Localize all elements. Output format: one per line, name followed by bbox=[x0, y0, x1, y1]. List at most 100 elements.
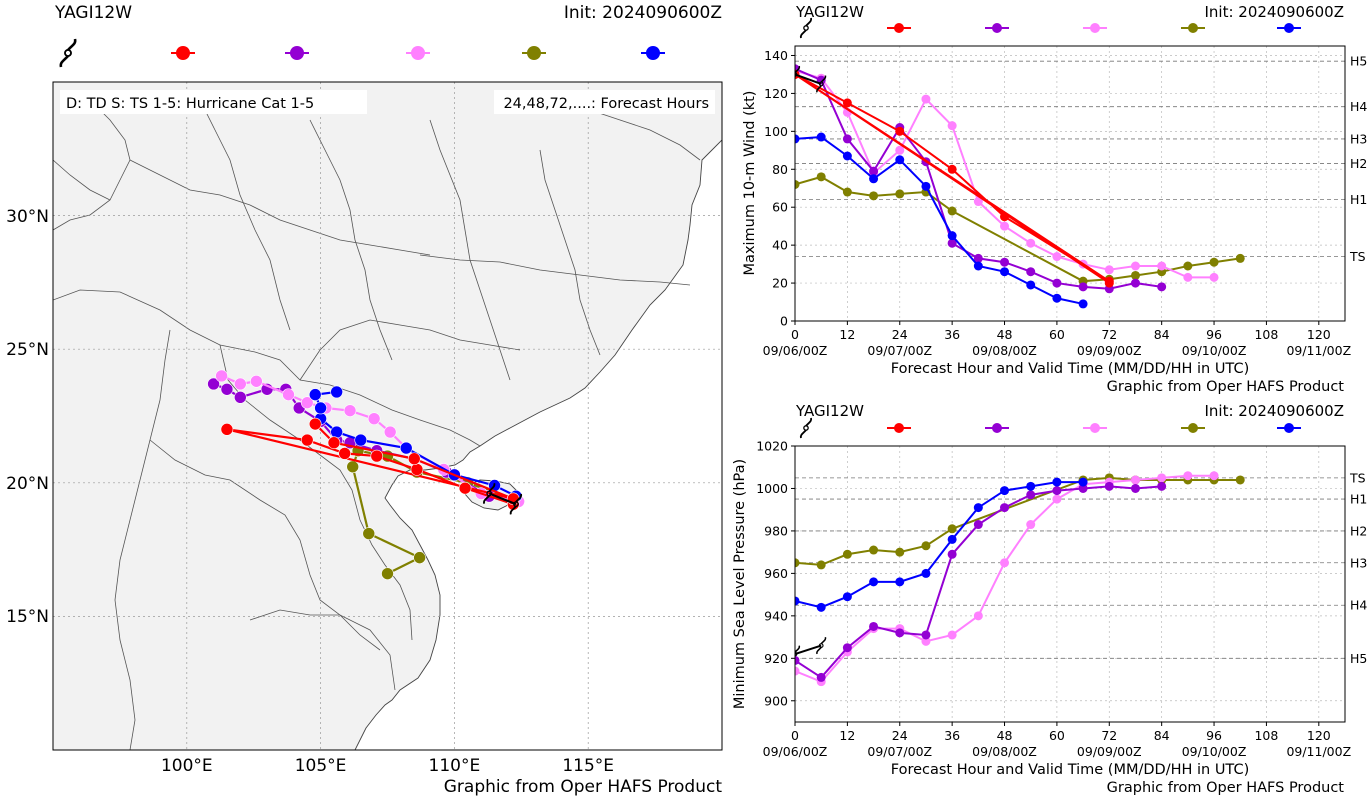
pressure-ytick-label: 1000 bbox=[756, 481, 788, 496]
pressure-ytick-label: 900 bbox=[764, 693, 788, 708]
pressure-data-point-hfsa bbox=[795, 655, 800, 665]
wind-data-point-avno bbox=[1000, 267, 1010, 277]
pressure-threshold-label-ts: TS bbox=[1349, 470, 1366, 485]
pressure-threshold-label-h2: H2 bbox=[1350, 523, 1367, 538]
wind-legend-best-icon-arm-bottom bbox=[799, 29, 807, 39]
wind-data-point-twrf bbox=[1130, 270, 1140, 280]
pressure-xtick-label: 120 bbox=[1307, 728, 1331, 743]
wind-series-line-avno bbox=[795, 136, 1084, 305]
map-category-key: D: TD S: TS 1-5: Hurricane Cat 1-5 bbox=[66, 96, 314, 112]
wind-legend-swatch-marker-jtwc bbox=[894, 23, 904, 33]
pressure-legend-best-icon bbox=[799, 417, 813, 439]
wind-best-symbol-0-arm-top bbox=[795, 65, 801, 74]
pressure-legend-swatch-marker-hfsa bbox=[992, 423, 1002, 433]
pressure-footer: Graphic from Oper HAFS Product bbox=[1107, 780, 1345, 796]
pressure-thresholds: TS H1 H2 H3 H4 H5 bbox=[795, 470, 1367, 666]
wind-data-point-hwrf bbox=[1104, 265, 1114, 275]
lat-label-20: 20°N bbox=[6, 474, 49, 494]
wind-ytick-label: 120 bbox=[764, 86, 788, 101]
wind-series-avno bbox=[795, 132, 1088, 309]
wind-data-point-hwrf bbox=[1026, 238, 1036, 248]
pressure-legend-swatch-marker-avno bbox=[1284, 423, 1294, 433]
pressure-data-point-twrf bbox=[795, 558, 800, 568]
wind-date-label: 09/10/00Z bbox=[1182, 343, 1247, 358]
wind-ytick-label: 100 bbox=[764, 124, 788, 139]
wind-xtick-label: 0 bbox=[791, 327, 799, 342]
border-province-7 bbox=[299, 319, 521, 381]
pressure-data-point-hwrf bbox=[1209, 471, 1219, 481]
pressure-data-point-hwrf bbox=[1130, 475, 1140, 485]
map-best-symbol-1-arm-top bbox=[488, 483, 496, 492]
pressure-ytick-label: 1020 bbox=[756, 439, 788, 454]
pressure-data-point-hfsa bbox=[842, 643, 852, 653]
pressure-data-point-avno bbox=[1078, 477, 1088, 487]
map-track-point-twrf bbox=[413, 551, 426, 564]
pressure-data-point-hfsa bbox=[1157, 481, 1167, 491]
pressure-ytick-label: 980 bbox=[764, 523, 788, 538]
pressure-init-title: Init: 2024090600Z bbox=[1204, 402, 1344, 420]
map-tracks bbox=[207, 369, 525, 580]
map-legend-swatch-marker-jtwc bbox=[176, 46, 190, 60]
map-track-point-jtwc bbox=[410, 463, 424, 476]
wind-series-best bbox=[795, 65, 827, 93]
pressure-series-hwrf bbox=[795, 471, 1219, 687]
pressure-ytick-label: 960 bbox=[764, 566, 788, 581]
map-track-point-jtwc bbox=[300, 433, 314, 447]
wind-xtick-label: 72 bbox=[1101, 327, 1117, 342]
map-frame bbox=[52, 81, 723, 751]
map-best-symbol-0-arm-top bbox=[515, 493, 523, 503]
wind-data-point-twrf bbox=[1235, 253, 1245, 263]
pressure-ytick-label: 920 bbox=[764, 651, 788, 666]
pressure-data-point-avno bbox=[973, 503, 983, 513]
wind-xtick-label: 36 bbox=[944, 327, 960, 342]
map-track-point-twrf bbox=[381, 567, 394, 580]
pressure-threshold-label-h4: H4 bbox=[1350, 598, 1367, 613]
wind-data-point-hfsa bbox=[869, 166, 879, 176]
map-track-point-hfsa bbox=[207, 377, 220, 391]
wind-data-point-hfsa bbox=[1130, 278, 1140, 288]
wind-axes: 0 12 24 36 48 60 72 84 96 108 120 0 20 40 60 80 100 120 14… bbox=[763, 48, 1352, 358]
map-track-point-avno bbox=[330, 385, 343, 399]
map-tick-labels: 100°E 105°E 110°E 115°E 15°N 20°N 25°N 3… bbox=[6, 207, 614, 776]
pressure-data-point-hwrf bbox=[947, 630, 957, 640]
wind-data-point-hfsa bbox=[973, 253, 983, 263]
border-north bbox=[53, 289, 481, 447]
wind-ytick-label: 20 bbox=[772, 276, 788, 291]
wind-data-point-jtwc bbox=[947, 164, 957, 174]
wind-best-symbol-1-core bbox=[818, 81, 824, 87]
wind-best-symbol-1 bbox=[816, 75, 827, 93]
wind-data-point-avno bbox=[1052, 293, 1062, 303]
wind-data-point-hwrf bbox=[1157, 261, 1167, 271]
pressure-data-point-twrf bbox=[947, 524, 957, 534]
pressure-data-point-avno bbox=[1000, 486, 1010, 496]
wind-data-point-twrf bbox=[1209, 257, 1219, 267]
map-track-point-jtwc bbox=[308, 417, 322, 431]
wind-data-point-avno bbox=[1078, 299, 1088, 309]
wind-data-point-hwrf bbox=[947, 121, 957, 131]
pressure-data-point-avno bbox=[921, 568, 931, 578]
pressure-axes: 0 12 24 36 48 60 72 84 96 108 120 900 920 940 960 980 10… bbox=[756, 439, 1351, 760]
map-track-point-twrf bbox=[362, 527, 376, 540]
wind-ytick-label: 80 bbox=[772, 162, 788, 177]
wind-footer: Graphic from Oper HAFS Product bbox=[1107, 379, 1345, 395]
pressure-data-point-hwrf bbox=[1157, 473, 1167, 483]
wind-xtick-label: 108 bbox=[1254, 327, 1278, 342]
map-track-point-hwrf bbox=[234, 377, 247, 391]
map-track-point-twrf bbox=[346, 460, 360, 474]
pressure-data-point-avno bbox=[816, 602, 826, 612]
border-province-4 bbox=[429, 119, 511, 381]
wind-data-point-hfsa bbox=[1052, 278, 1062, 288]
pressure-data-point-hfsa bbox=[895, 628, 905, 638]
pressure-xtick-label: 96 bbox=[1206, 728, 1222, 743]
map-best-symbol-1-core bbox=[486, 490, 493, 497]
pressure-data-point-hfsa bbox=[1130, 483, 1140, 493]
wind-threshold-label-h3: H3 bbox=[1350, 131, 1367, 146]
border-province-9 bbox=[53, 159, 111, 201]
wind-data-point-hwrf bbox=[1052, 252, 1062, 262]
wind-data-point-twrf bbox=[869, 191, 879, 201]
lon-label-105: 105°E bbox=[295, 756, 347, 776]
wind-threshold-label-h4: H4 bbox=[1350, 99, 1367, 114]
pressure-data-point-hfsa bbox=[921, 630, 931, 640]
wind-data-point-hwrf bbox=[921, 94, 931, 104]
map-key-box bbox=[60, 90, 367, 114]
